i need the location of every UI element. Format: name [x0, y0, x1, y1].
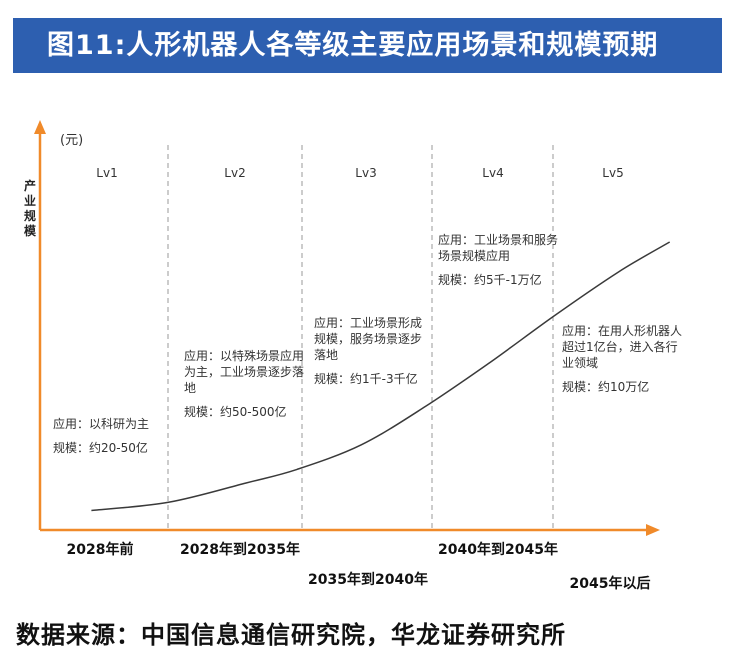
stage-note-5: 应用：在用人形机器人超过1亿台，进入各行业领域规模：约10万亿: [562, 323, 682, 394]
stage-note-2: 应用：以特殊场景应用为主，工业场景逐步落地规模：约50-500亿: [184, 348, 304, 419]
y-axis-arrow: [34, 120, 46, 134]
x-tick-label-4: 2040年到2045年: [438, 541, 558, 558]
growth-curve-group: [91, 241, 671, 512]
level-label-2: Lv2: [224, 166, 245, 180]
level-label-4: Lv4: [482, 166, 503, 180]
x-axis-arrow: [646, 524, 660, 536]
y-unit-label: (元): [60, 133, 83, 148]
y-axis-label: 产业规模: [24, 178, 37, 238]
level-label-3: Lv3: [355, 166, 376, 180]
stage-notes: 应用：以科研为主规模：约20-50亿应用：以特殊场景应用为主，工业场景逐步落地规…: [53, 232, 682, 455]
stage-note-3: 应用：工业场景形成规模，服务场景逐步落地规模：约1千-3千亿: [314, 315, 422, 386]
x-tick-label-1: 2028年前: [67, 541, 134, 558]
data-source: 数据来源：中国信息通信研究院，华龙证券研究所: [16, 621, 566, 649]
stage-note-1: 应用：以科研为主规模：约20-50亿: [53, 416, 149, 455]
x-tick-label-3: 2035年到2040年: [308, 571, 428, 588]
level-label-1: Lv1: [96, 166, 117, 180]
stage-levels: Lv1 Lv2 Lv3 Lv4 Lv5: [96, 166, 623, 180]
level-label-5: Lv5: [602, 166, 623, 180]
stage-note-4: 应用：工业场景和服务场景规模应用规模：约5千-1万亿: [438, 232, 558, 287]
stage-dividers: [167, 145, 554, 528]
x-tick-labels: 2028年前 2028年到2035年 2035年到2040年 2040年到2045年 2…: [67, 541, 651, 592]
x-tick-label-2: 2028年到2035年: [180, 541, 300, 558]
growth-curve: [91, 241, 671, 512]
figure-title: 图11:人形机器人各等级主要应用场景和规模预期: [13, 18, 722, 73]
x-tick-label-5: 2045年以后: [570, 575, 651, 592]
y-axis-label-text: 产业规模: [24, 178, 37, 238]
